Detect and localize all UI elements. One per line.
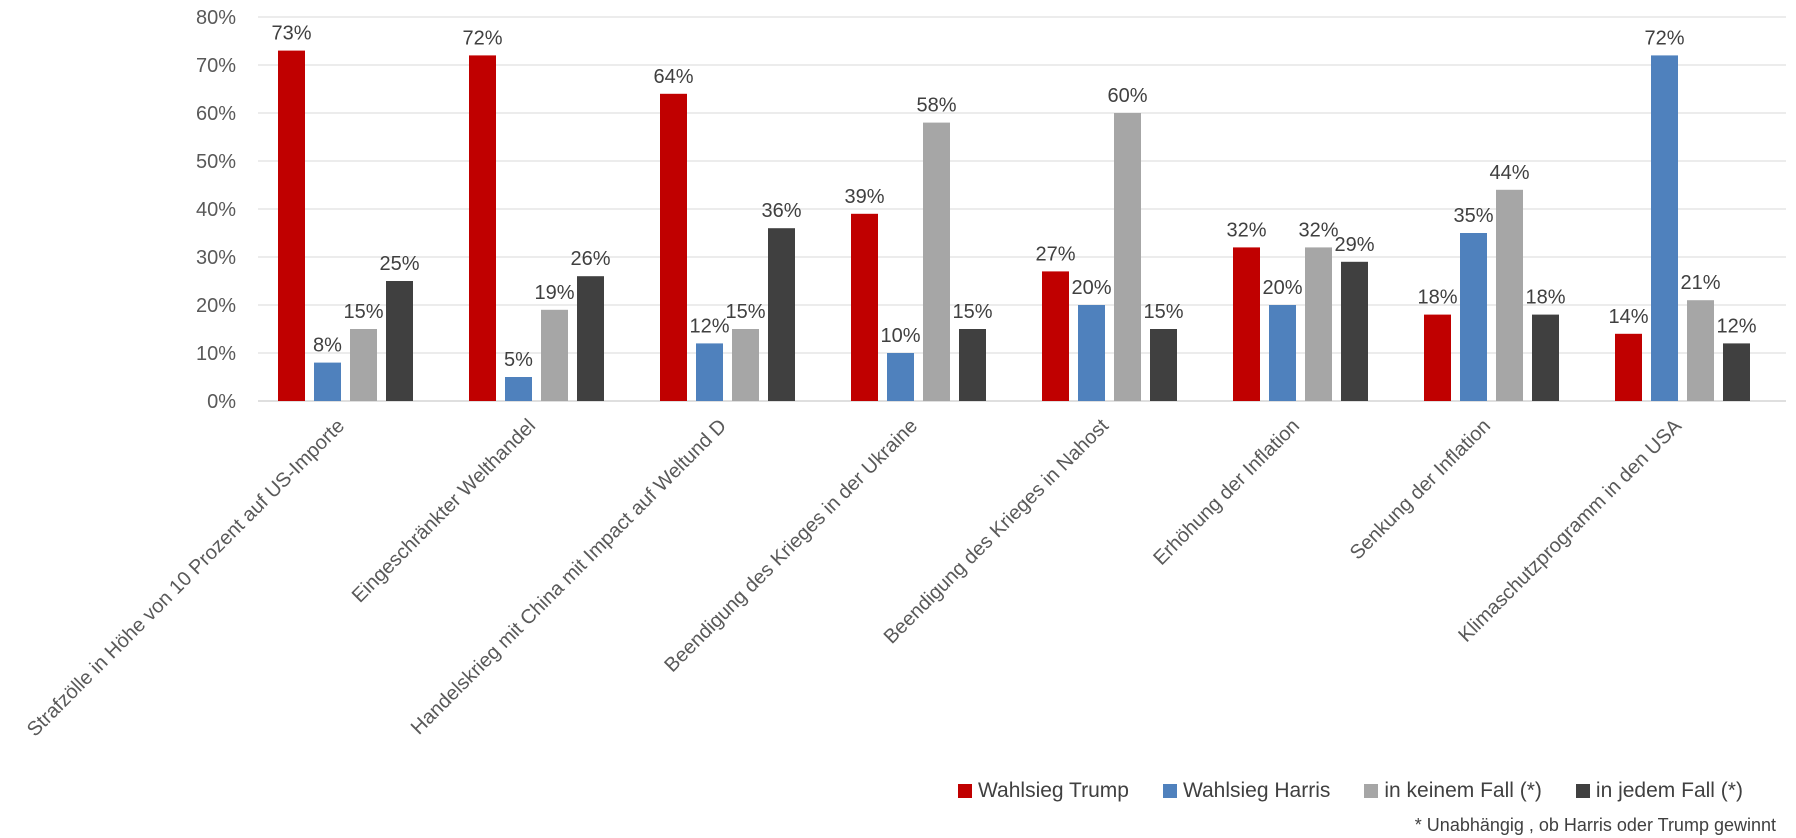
data-label: 44% <box>1489 162 1529 184</box>
category-label: Erhöhung der Inflation <box>1149 415 1304 570</box>
bar <box>469 55 496 402</box>
data-label: 10% <box>880 325 920 347</box>
y-tick-label: 0% <box>207 391 236 413</box>
data-label: 32% <box>1226 219 1266 241</box>
data-label: 15% <box>1143 301 1183 323</box>
data-label: 19% <box>534 282 574 304</box>
bar <box>577 276 604 401</box>
data-label: 73% <box>271 23 311 45</box>
y-tick-label: 40% <box>196 199 236 221</box>
bar <box>1114 113 1141 401</box>
bar <box>696 343 723 401</box>
legend-swatch-trump <box>958 784 972 798</box>
y-tick-label: 60% <box>196 103 236 125</box>
data-label: 12% <box>689 315 729 337</box>
data-label: 72% <box>462 27 502 49</box>
y-tick-label: 70% <box>196 55 236 77</box>
bar <box>768 228 795 401</box>
legend-item-jedem-fall: in jedem Fall (*) <box>1575 779 1743 803</box>
category-label: Eingeschränkter Welthandel <box>348 415 540 607</box>
category-label: Senkung der Inflation <box>1346 415 1495 564</box>
y-tick-label: 10% <box>196 343 236 365</box>
bar <box>386 281 413 401</box>
bar <box>1651 55 1678 402</box>
legend-label-trump: Wahlsieg Trump <box>978 779 1129 802</box>
bar <box>1150 329 1177 401</box>
data-label: 27% <box>1035 243 1075 265</box>
bar <box>505 377 532 401</box>
bar <box>660 93 687 402</box>
bar <box>1305 247 1332 401</box>
data-label: 21% <box>1680 272 1720 294</box>
bar <box>1233 247 1260 401</box>
legend-item-trump: Wahlsieg Trump <box>958 779 1129 803</box>
bar <box>1723 343 1750 401</box>
y-tick-label: 80% <box>196 7 236 29</box>
data-label: 15% <box>725 301 765 323</box>
bar <box>1615 333 1642 401</box>
y-tick-label: 30% <box>196 247 236 269</box>
bar <box>887 353 914 401</box>
category-label: Handelskrieg mit China mit Impact auf We… <box>407 415 731 739</box>
bar <box>923 122 950 401</box>
data-label: 39% <box>844 186 884 208</box>
data-label: 64% <box>653 66 693 88</box>
legend-label-keinem-fall: in keinem Fall (*) <box>1384 779 1542 802</box>
category-label: Klimaschutzprogramm in den USA <box>1454 415 1686 647</box>
legend-swatch-keinem-fall <box>1364 784 1379 798</box>
data-label: 12% <box>1716 315 1756 337</box>
data-label: 58% <box>916 95 956 117</box>
bar <box>350 329 377 401</box>
bar <box>541 309 568 401</box>
data-label: 60% <box>1107 85 1147 107</box>
bar <box>1460 233 1487 401</box>
footnote: * Unabhängig , ob Harris oder Trump gewi… <box>1414 815 1776 835</box>
bar <box>1424 314 1451 401</box>
bar <box>1687 300 1714 401</box>
bar <box>314 362 341 401</box>
data-label: 35% <box>1453 205 1493 227</box>
data-label: 18% <box>1417 287 1457 309</box>
bar <box>1078 305 1105 401</box>
bar <box>1269 305 1296 401</box>
y-tick-label: 50% <box>196 151 236 173</box>
data-label: 5% <box>504 349 533 371</box>
y-tick-label: 20% <box>196 295 236 317</box>
bar <box>1532 314 1559 401</box>
data-label: 15% <box>343 301 383 323</box>
data-label: 25% <box>379 253 419 275</box>
bar <box>1042 271 1069 401</box>
bar <box>1496 189 1523 401</box>
legend-label-jedem-fall: in jedem Fall (*) <box>1595 779 1743 802</box>
legend-item-harris: Wahlsieg Harris <box>1162 779 1331 803</box>
data-label: 18% <box>1525 287 1565 309</box>
data-label: 32% <box>1298 219 1338 241</box>
data-label: 15% <box>952 301 992 323</box>
data-label: 72% <box>1644 27 1684 49</box>
data-label: 20% <box>1071 277 1111 299</box>
legend-label-harris: Wahlsieg Harris <box>1182 779 1331 802</box>
bar-chart: 0%10%20%30%40%50%60%70%80%73%8%15%25%Str… <box>23 7 1786 741</box>
legend-item-keinem-fall: in keinem Fall (*) <box>1364 779 1542 803</box>
legend-swatch-harris <box>1162 784 1177 798</box>
legend-swatch-jedem-fall <box>1575 784 1590 798</box>
bar <box>959 329 986 401</box>
bar <box>851 213 878 401</box>
data-label: 36% <box>761 200 801 222</box>
data-label: 14% <box>1608 306 1648 328</box>
bar <box>732 329 759 401</box>
data-label: 20% <box>1262 277 1302 299</box>
legend: Wahlsieg Trump Wahlsieg Harris in keinem… <box>958 779 1743 803</box>
category-label: Strafzölle in Höhe von 10 Prozent auf US… <box>23 415 349 741</box>
data-label: 26% <box>570 248 610 270</box>
bar <box>1341 261 1368 401</box>
category-label: Beendigung des Krieges in Nahost <box>880 415 1114 649</box>
data-label: 8% <box>313 335 342 357</box>
data-label: 29% <box>1334 234 1374 256</box>
bar <box>278 50 305 401</box>
